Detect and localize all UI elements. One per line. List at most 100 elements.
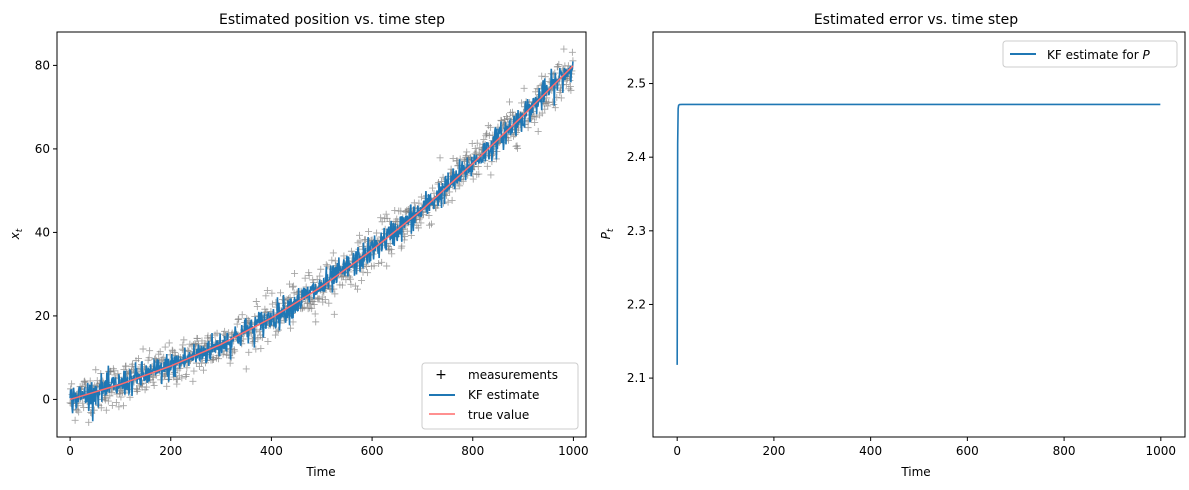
measurement-point — [274, 326, 282, 334]
measurement-point — [467, 154, 475, 162]
measurement-point — [110, 367, 118, 375]
measurement-point — [415, 199, 423, 207]
measurement-point — [156, 348, 164, 356]
error-y-axis-label: Pt — [599, 228, 616, 239]
measurement-point — [235, 315, 243, 323]
measurement-point — [102, 406, 110, 414]
position-chart: Estimated position vs. time step 0 200 400… — [8, 12, 589, 479]
measurement-point — [268, 300, 276, 308]
measurement-point — [289, 318, 297, 326]
x-tick-label: 200 — [762, 444, 785, 458]
measurement-point — [358, 277, 366, 285]
measurement-point — [520, 84, 528, 92]
measurement-point — [276, 289, 284, 297]
legend-kf-p-prefix: KF estimate for — [1047, 48, 1143, 62]
measurement-point — [149, 378, 157, 386]
position-chart-title: Estimated position vs. time step — [219, 12, 445, 28]
measurement-point — [290, 282, 298, 290]
measurement-point — [171, 348, 179, 356]
error-data-layer — [676, 103, 1161, 365]
measurement-point — [287, 324, 295, 332]
measurement-point — [252, 298, 260, 306]
measurement-point — [329, 249, 337, 257]
measurement-point — [562, 80, 570, 88]
measurement-point — [438, 178, 446, 186]
error-legend-box — [1002, 40, 1178, 68]
measurement-point — [325, 299, 333, 307]
true-value-line — [69, 65, 574, 401]
measurement-point — [133, 388, 141, 396]
measurement-point — [231, 347, 239, 355]
legend-measurements-label: measurements — [468, 368, 558, 382]
measurement-point — [104, 397, 112, 405]
measurement-point — [215, 355, 223, 363]
measurement-point — [112, 399, 120, 407]
x-tick-label: 1000 — [1146, 444, 1177, 458]
measurement-point — [157, 376, 165, 384]
measurement-point — [221, 327, 229, 335]
x-tick-label: 600 — [361, 444, 384, 458]
measurement-point — [79, 399, 87, 407]
measurement-point — [257, 345, 265, 353]
measurement-point — [182, 370, 190, 378]
measurement-point — [347, 280, 355, 288]
measurement-point — [309, 298, 317, 306]
measurement-point — [473, 139, 481, 147]
x-tick-label: 0 — [66, 444, 74, 458]
measurement-point — [463, 148, 471, 156]
legend-measurements-marker: + — [435, 367, 447, 383]
position-y-label-sub: t — [15, 228, 25, 232]
measurement-point — [417, 193, 425, 201]
measurement-point — [115, 403, 123, 411]
measurement-point — [415, 215, 423, 223]
measurement-point — [538, 109, 546, 117]
error-chart-title: Estimated error vs. time step — [814, 12, 1018, 28]
y-tick-label: 2.5 — [627, 77, 646, 91]
measurement-point — [518, 99, 526, 107]
measurement-point — [210, 355, 218, 363]
measurement-point — [347, 247, 355, 255]
measurement-point — [471, 144, 479, 152]
measurement-point — [313, 276, 321, 284]
measurement-point — [382, 210, 390, 218]
position-y-axis-label: xt — [8, 228, 25, 240]
measurement-point — [331, 257, 339, 265]
measurement-point — [183, 364, 191, 372]
measurement-point — [330, 310, 338, 318]
measurement-point — [534, 127, 542, 135]
measurement-point — [78, 382, 86, 390]
measurement-point — [373, 229, 381, 237]
position-legend: + measurements KF estimate true value — [421, 362, 579, 430]
measurement-point — [567, 86, 575, 94]
measurement-point — [557, 94, 565, 102]
measurement-point — [427, 220, 435, 228]
measurement-point — [323, 262, 331, 270]
measurement-point — [377, 214, 385, 222]
measurement-point — [165, 339, 173, 347]
measurement-point — [510, 132, 518, 140]
measurement-point — [454, 180, 462, 188]
measurement-point — [122, 362, 130, 370]
measurement-point — [452, 185, 460, 193]
measurement-point — [364, 269, 372, 277]
measurement-point — [163, 382, 171, 390]
measurement-point — [383, 262, 391, 270]
measurement-point — [365, 228, 373, 236]
position-y-ticks: 0 20 40 60 80 — [35, 58, 57, 406]
measurement-point — [254, 335, 262, 343]
measurement-point — [111, 371, 119, 379]
measurement-point — [551, 104, 559, 112]
measurement-point — [317, 265, 325, 273]
measurement-point — [73, 406, 81, 414]
measurement-point — [375, 260, 383, 268]
measurement-point — [179, 341, 187, 349]
measurement-point — [387, 245, 395, 253]
y-tick-label: 40 — [35, 225, 50, 239]
x-tick-label: 600 — [956, 444, 979, 458]
measurement-point — [180, 336, 188, 344]
y-tick-label: 80 — [35, 58, 50, 72]
measurement-point — [273, 327, 281, 335]
y-tick-label: 2.3 — [627, 224, 646, 238]
legend-kf-p-label: KF estimate for P — [1047, 48, 1151, 62]
